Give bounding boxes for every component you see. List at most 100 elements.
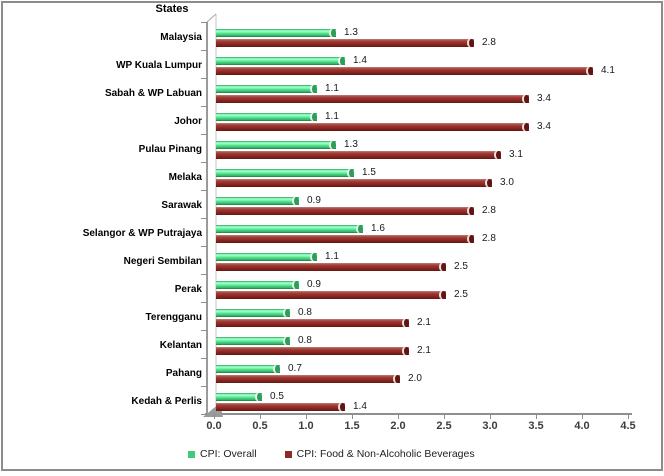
y-axis-tick: [201, 218, 207, 219]
x-axis-tick-label: 3.5: [528, 420, 544, 432]
data-label: 2.1: [417, 317, 431, 328]
bar-cpi-overall: [216, 225, 363, 233]
x-axis-tick-label: 4.0: [574, 420, 590, 432]
category-label: Sabah & WP Labuan: [104, 88, 202, 99]
data-label: 1.1: [325, 111, 339, 122]
data-label: 2.5: [454, 261, 468, 272]
category-label: Perak: [174, 284, 202, 295]
category-label: Johor: [174, 116, 202, 127]
category-label: Sarawak: [161, 200, 202, 211]
bar-cpi-food-non-alcoholic-beverages: [216, 207, 474, 215]
x-axis-tick-label: 0.0: [206, 420, 222, 432]
bar-cpi-overall: [216, 281, 299, 289]
x-axis-tick: [536, 414, 537, 419]
legend-item: CPI: Food & Non-Alcoholic Beverages: [284, 448, 475, 460]
bar-cpi-food-non-alcoholic-beverages: [216, 39, 474, 47]
data-label: 1.1: [325, 83, 339, 94]
data-label: 2.1: [417, 345, 431, 356]
category-label: WP Kuala Lumpur: [116, 60, 202, 71]
legend-square-marker-icon: [284, 450, 292, 458]
data-label: 4.1: [601, 65, 615, 76]
data-label: 2.5: [454, 289, 468, 300]
y-axis-tick: [201, 22, 207, 23]
bar-cpi-food-non-alcoholic-beverages: [216, 263, 446, 271]
y-axis-tick: [201, 162, 207, 163]
bar-cpi-overall: [216, 309, 290, 317]
x-axis-tick-label: 0.5: [252, 420, 268, 432]
bar-cpi-food-non-alcoholic-beverages: [216, 347, 409, 355]
y-axis-tick: [201, 134, 207, 135]
category-label: Kelantan: [159, 340, 202, 351]
data-label: 3.4: [537, 93, 551, 104]
bar-cpi-overall: [216, 57, 345, 65]
y-axis-top-slant: [206, 13, 217, 23]
y-axis-tick: [201, 302, 207, 303]
data-label: 1.6: [371, 223, 385, 234]
bar-cpi-food-non-alcoholic-beverages: [216, 291, 446, 299]
y-axis-tick: [201, 414, 207, 415]
x-axis-tick: [352, 414, 353, 419]
x-axis-tick-label: 3.0: [482, 420, 498, 432]
category-label: Kedah & Perlis: [131, 396, 202, 407]
x-axis-tick-label: 4.5: [620, 420, 636, 432]
y-axis-tick: [201, 190, 207, 191]
bar-cpi-food-non-alcoholic-beverages: [216, 375, 400, 383]
bar-cpi-overall: [216, 365, 280, 373]
chart-title: States: [155, 3, 189, 15]
data-label: 0.9: [307, 279, 321, 290]
bar-cpi-overall: [216, 169, 354, 177]
y-axis-tick: [201, 358, 207, 359]
bar-cpi-food-non-alcoholic-beverages: [216, 235, 474, 243]
category-label: Selangor & WP Putrajaya: [82, 228, 202, 239]
legend-square-marker-icon: [188, 450, 195, 458]
y-axis-tick: [201, 78, 207, 79]
bar-cpi-overall: [216, 253, 317, 261]
bar-cpi-food-non-alcoholic-beverages: [216, 319, 409, 327]
x-axis-tick-label: 1.0: [298, 420, 314, 432]
bar-cpi-overall: [216, 141, 336, 149]
x-axis-tick-label: 2.5: [436, 420, 452, 432]
x-axis-tick: [306, 414, 307, 419]
legend: CPI: Overall CPI: Food & Non-Alcoholic Be…: [188, 446, 475, 462]
bar-cpi-food-non-alcoholic-beverages: [216, 179, 492, 187]
category-label: Malaysia: [160, 32, 202, 43]
data-label: 1.3: [344, 27, 358, 38]
bar-cpi-food-non-alcoholic-beverages: [216, 123, 529, 131]
bar-cpi-overall: [216, 113, 317, 121]
data-label: 1.3: [344, 139, 358, 150]
data-label: 1.1: [325, 251, 339, 262]
data-label: 2.8: [482, 205, 496, 216]
bar-cpi-food-non-alcoholic-beverages: [216, 95, 529, 103]
legend-label: CPI: Food & Non-Alcoholic Beverages: [296, 448, 475, 460]
y-axis-tick: [201, 386, 207, 387]
bar-cpi-food-non-alcoholic-beverages: [216, 67, 593, 75]
bar-cpi-overall: [216, 29, 336, 37]
data-label: 3.4: [537, 121, 551, 132]
bar-cpi-food-non-alcoholic-beverages: [216, 403, 345, 411]
y-axis-tick: [201, 246, 207, 247]
data-label: 0.8: [298, 307, 312, 318]
category-label: Negeri Sembilan: [123, 256, 202, 267]
x-axis-tick: [444, 414, 445, 419]
legend-item: CPI: Overall: [188, 448, 257, 460]
data-label: 0.9: [307, 195, 321, 206]
data-label: 1.4: [353, 55, 367, 66]
data-label: 3.0: [500, 177, 514, 188]
data-label: 2.0: [408, 373, 422, 384]
data-label: 2.8: [482, 233, 496, 244]
bar-cpi-food-non-alcoholic-beverages: [216, 151, 501, 159]
data-label: 0.5: [270, 391, 284, 402]
category-label: Pahang: [165, 368, 202, 379]
data-label: 1.5: [362, 167, 376, 178]
x-axis-tick: [398, 414, 399, 419]
x-axis-tick: [582, 414, 583, 419]
x-axis-tick-label: 2.0: [390, 420, 406, 432]
x-axis-tick: [490, 414, 491, 419]
data-label: 1.4: [353, 401, 367, 412]
data-label: 0.7: [288, 363, 302, 374]
category-label: Pulau Pinang: [138, 144, 202, 155]
data-label: 2.8: [482, 37, 496, 48]
category-label: Melaka: [168, 172, 202, 183]
x-axis-tick: [214, 414, 215, 419]
